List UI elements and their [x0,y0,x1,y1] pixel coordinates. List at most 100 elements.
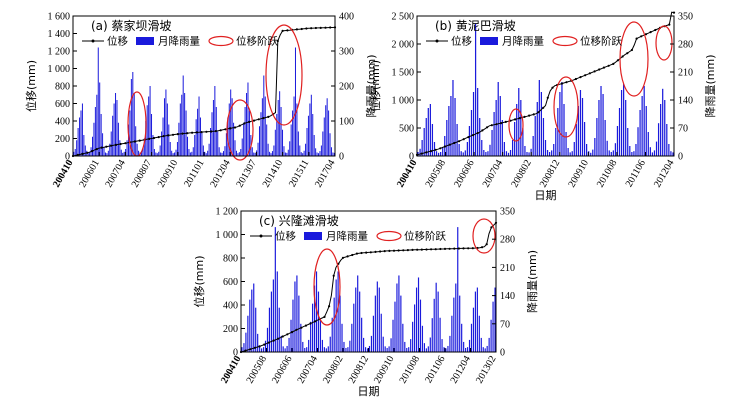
rain-bar [194,135,196,156]
xtick-label: 201204 [652,158,677,189]
displacement-point [167,134,170,137]
rain-bar [136,143,138,156]
rain-bar [660,104,662,156]
rain-bar [168,124,170,156]
rain-bar [494,287,496,352]
rain-bar [126,140,128,156]
rain-bar [474,24,477,156]
rain-bar [468,339,471,352]
rain-bar [228,103,230,156]
rain-bar [276,271,278,352]
rain-bar [247,82,249,156]
rain-bar [629,146,631,156]
displacement-point [481,129,484,132]
step-ellipse [655,25,673,61]
ytick-right-label: 280 [678,40,693,51]
rain-bar [364,347,367,352]
xtick-label: 200508 [424,158,449,189]
rain-bar [318,153,320,156]
displacement-point [295,328,298,331]
rain-bar [269,151,271,156]
xtick-label: 200410 [395,158,420,189]
xtick-label: 201101 [182,158,206,189]
rain-bar [187,136,189,156]
panel-title: (a) 蔡家坝滑坡 [91,18,172,33]
rain-bar [339,295,341,352]
rain-bar [357,275,359,352]
displacement-point [95,148,98,151]
rain-bar [454,98,456,156]
rain-bar [155,152,157,156]
rain-bar [532,136,534,156]
rain-bar [274,227,276,352]
displacement-point [290,331,294,334]
displacement-point [176,133,179,136]
rain-bar [456,124,458,156]
rain-bar [321,339,323,352]
ylabel-left: 位移(mm) [368,60,382,112]
rain-bar [176,142,178,156]
displacement-point [406,249,409,252]
rain-bar [596,118,598,156]
rain-bar [238,152,240,156]
rain-bar [623,84,625,156]
rain-bar [317,291,320,352]
rain-bar [308,339,310,352]
displacement-point [500,122,503,125]
rain-bar [520,100,522,156]
rain-bar [225,133,227,156]
ytick-right-label: 70 [500,319,510,330]
rain-bar [472,307,475,352]
rain-bar [402,323,404,352]
displacement-point [574,77,578,81]
displacement-point [514,118,517,121]
displacement-point [365,251,368,254]
rain-bar [440,152,442,156]
legend-line-marker [91,39,95,43]
rain-bar [466,142,468,156]
ytick-left-label: 400 [223,301,238,312]
rain-bar [491,130,493,156]
displacement-point [91,150,94,153]
rain-bar [304,347,306,352]
rain-bar [74,149,76,156]
rain-bar [211,112,213,156]
displacement-point [532,113,535,116]
displacement-point [86,151,89,154]
rain-bar [347,347,349,352]
rain-bar [205,153,207,156]
displacement-point [214,130,217,133]
rain-bar [425,348,427,352]
displacement-point [341,256,345,259]
rain-bar [272,279,274,352]
rain-bar [148,96,150,156]
rain-bar [172,153,174,156]
ytick-left-label: 1 200 [48,47,71,58]
rain-bar [300,323,302,352]
rain-bar [484,348,486,352]
rain-bar [181,94,183,156]
displacement-point [195,131,198,134]
rain-bar [325,105,327,156]
panel-a: 0 200 400 600 800 1 000 1 200 1 400 1 600 0 100 200… [24,12,378,190]
rain-bar [159,145,161,156]
rain-bar [551,150,553,156]
rain-bar [251,147,253,156]
displacement-point [420,152,423,155]
rain-bar [218,147,220,156]
rain-bar [366,348,369,352]
displacement-point [537,111,540,114]
legend-label: 位移阶跃 [404,230,446,243]
rain-bar [316,152,318,156]
legend-bar-swatch [480,37,498,45]
rain-bar [260,112,262,156]
rain-bar [382,336,384,352]
rain-bar [412,321,414,352]
displacement-point [138,139,141,142]
ytick-right-label: 140 [678,96,693,107]
displacement-point [429,150,433,153]
displacement-point [434,248,437,251]
rain-bar [87,153,89,156]
displacement-point [314,320,317,323]
rain-bar [486,345,488,352]
